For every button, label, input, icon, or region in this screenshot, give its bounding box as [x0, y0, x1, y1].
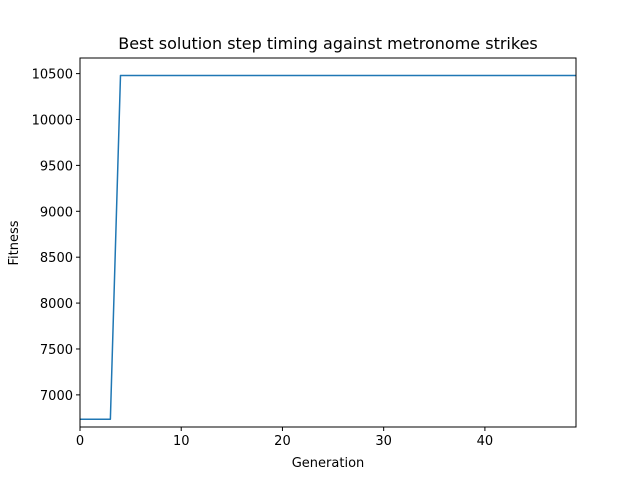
x-tick-label: 10	[173, 434, 190, 449]
x-axis-label: Generation	[292, 456, 365, 471]
chart-title: Best solution step timing against metron…	[118, 34, 538, 53]
y-tick-label: 9500	[40, 159, 73, 174]
x-tick-label: 0	[76, 434, 84, 449]
y-axis-ticks: 7000 7500 8000 8500 9000 9500 10000 10500	[32, 68, 80, 404]
x-tick-label: 40	[477, 434, 494, 449]
plot-series	[80, 74, 576, 420]
y-tick-label: 8000	[40, 297, 73, 312]
y-tick-label: 10500	[32, 68, 73, 83]
y-tick-label: 10000	[32, 114, 73, 129]
y-tick-label: 7000	[40, 389, 73, 404]
series-line-0	[80, 74, 576, 420]
x-tick-label: 20	[274, 434, 291, 449]
y-tick-label: 9000	[40, 205, 73, 220]
y-tick-label: 7500	[40, 343, 73, 358]
plot-frame	[79, 57, 577, 428]
x-axis-ticks: 0 10 20 30 40	[76, 427, 493, 449]
y-axis-label: Fitness	[7, 220, 22, 265]
y-tick-label: 8500	[40, 251, 73, 266]
x-tick-label: 30	[375, 434, 392, 449]
